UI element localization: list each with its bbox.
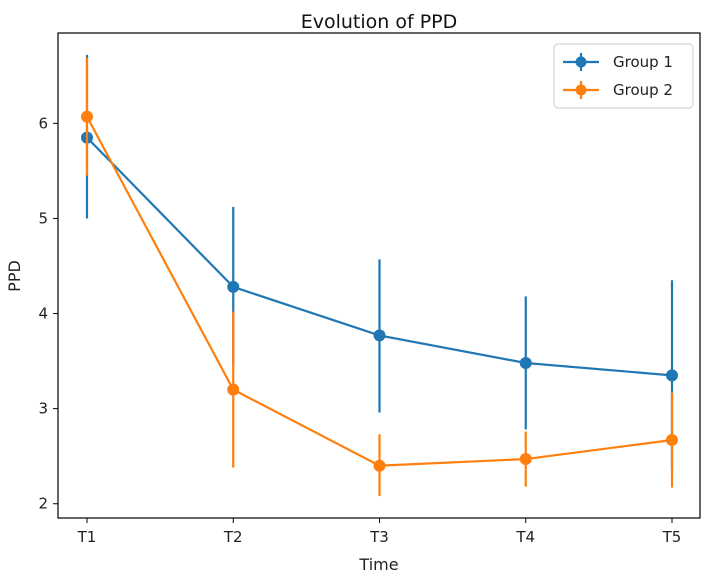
series-group-2 <box>81 57 678 497</box>
y-axis: 2 3 4 5 6 <box>38 114 58 513</box>
point-group-1-t5 <box>666 369 678 382</box>
legend-box <box>553 43 694 109</box>
y-tick-label-2: 2 <box>38 495 48 513</box>
point-group-2-t3 <box>373 459 386 472</box>
y-tick-label-3: 3 <box>38 400 48 418</box>
y-axis-label: PPD <box>5 260 24 292</box>
chart-title: Evolution of PPD <box>301 11 458 33</box>
legend-entry-group-2: Group 2 <box>563 81 673 99</box>
legend-label-group-1: Group 1 <box>613 53 673 71</box>
x-tick-label-t1: T1 <box>77 528 97 546</box>
y-tick-label-6: 6 <box>38 114 48 132</box>
x-tick-label-t3: T3 <box>369 528 389 546</box>
legend-entry-group-1: Group 1 <box>563 53 673 71</box>
point-group-2-t2 <box>227 383 240 396</box>
y-tick-label-5: 5 <box>38 209 48 227</box>
point-group-1-t2 <box>227 280 240 293</box>
point-group-2-t5 <box>666 434 678 447</box>
x-tick-label-t5: T5 <box>662 528 682 546</box>
x-axis-label: Time <box>358 555 398 574</box>
point-group-2-t4 <box>519 453 532 466</box>
x-axis: T1 T2 T3 T4 T5 <box>77 518 682 546</box>
y-tick-label-4: 4 <box>38 305 48 323</box>
legend-marker-group-1 <box>575 56 587 68</box>
series-group-1 <box>81 54 678 470</box>
plot-area <box>81 54 678 497</box>
point-group-1-t4 <box>519 356 532 369</box>
x-tick-label-t2: T2 <box>223 528 243 546</box>
point-group-1-t3 <box>373 329 386 342</box>
legend-marker-group-2 <box>575 84 587 96</box>
x-tick-label-t4: T4 <box>515 528 535 546</box>
point-group-2-t1 <box>81 110 93 123</box>
legend-label-group-2: Group 2 <box>613 81 673 99</box>
legend: Group 1 Group 2 <box>553 43 694 109</box>
